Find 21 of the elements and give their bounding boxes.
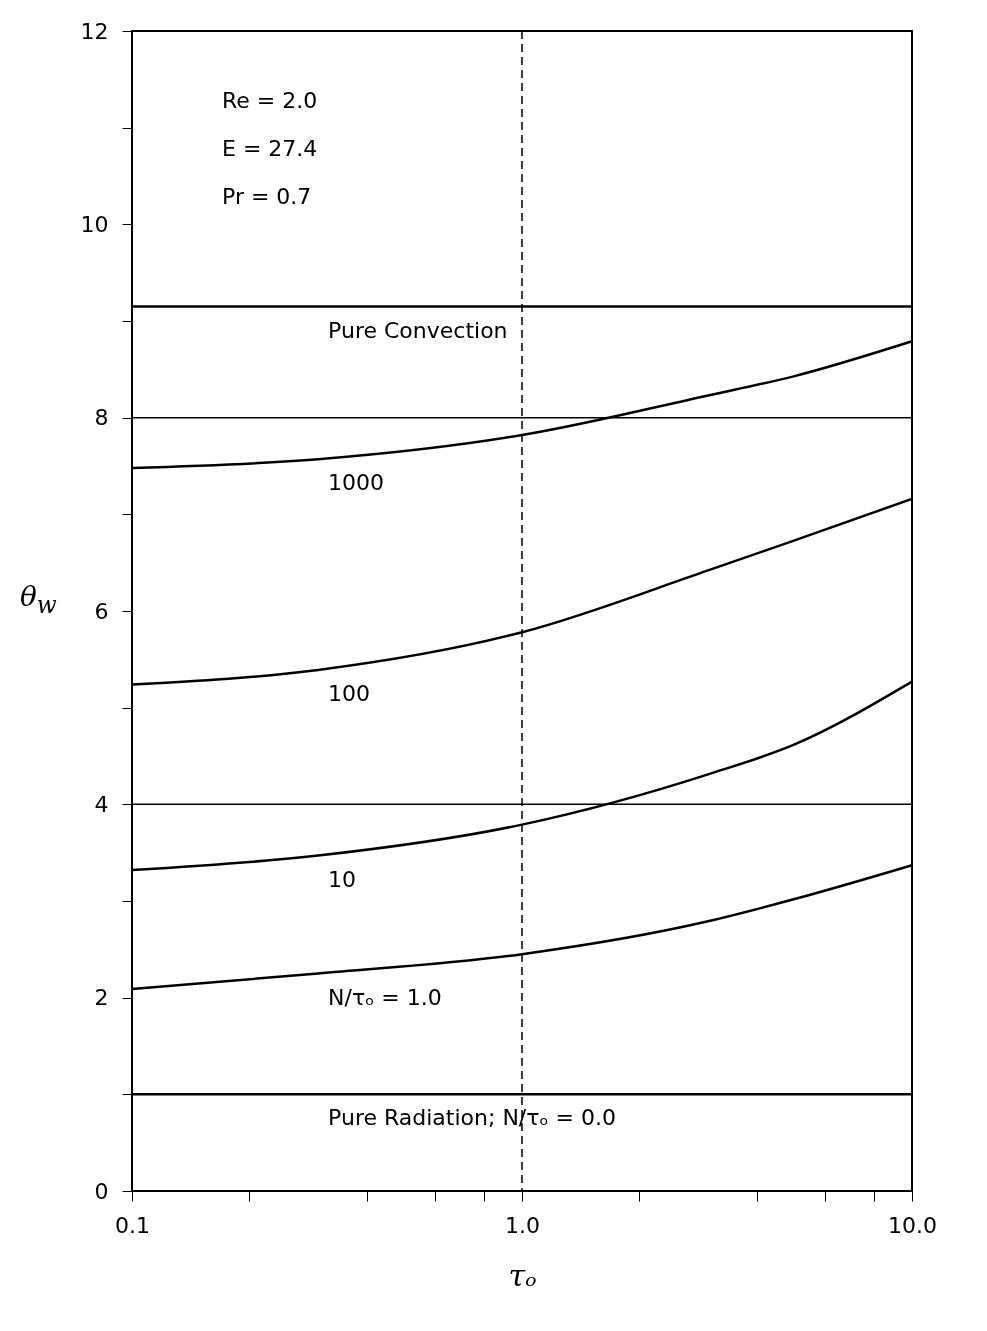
y-tick-label: 12 (80, 18, 109, 44)
series-label: 100 (328, 680, 371, 706)
x-tick-label: 0.1 (115, 1212, 150, 1238)
y-axis-title: θ$_{w}$ (20, 580, 57, 619)
y-tick-label: 6 (94, 598, 109, 624)
annotation: Pr = 0.7 (222, 184, 312, 209)
series-label: 10 (328, 866, 357, 892)
series-label: N/τₒ = 1.0 (328, 984, 442, 1010)
series-label: 1000 (328, 470, 385, 496)
y-tick-label: 0 (94, 1178, 109, 1204)
y-tick-label: 4 (94, 791, 109, 817)
x-tick-label: 1.0 (505, 1212, 540, 1238)
y-tick-label: 8 (94, 405, 109, 431)
annotation: Re = 2.0 (222, 88, 318, 113)
annotation: E = 27.4 (222, 136, 318, 161)
y-tick-label: 10 (80, 211, 109, 237)
y-tick-label: 2 (94, 985, 109, 1011)
x-tick-label: 10.0 (888, 1212, 937, 1238)
x-axis-title: τₒ (508, 1257, 537, 1293)
series-label: Pure Convection (328, 317, 508, 343)
series-label: Pure Radiation; N/τₒ = 0.0 (328, 1105, 617, 1131)
